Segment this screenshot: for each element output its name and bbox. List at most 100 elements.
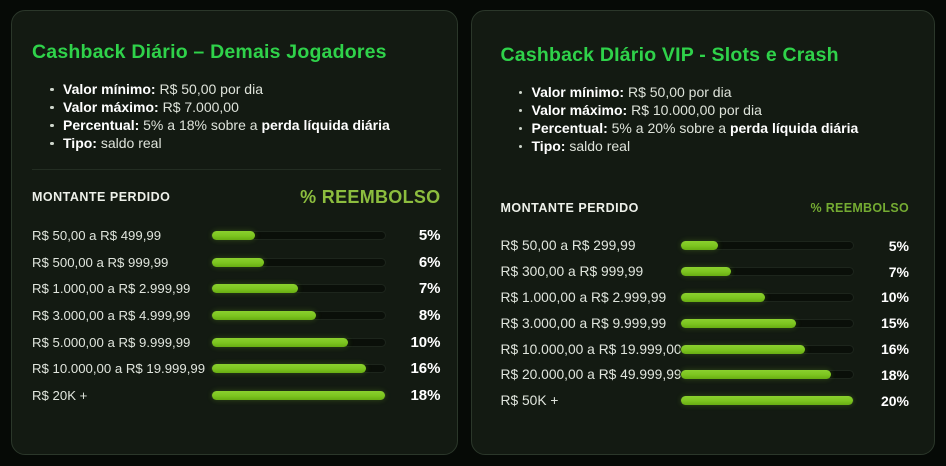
- percent-value: 18%: [880, 366, 909, 383]
- bullet-text: 5% a 20% sobre a: [607, 120, 730, 136]
- reembolso-header: % REEMBOLSO: [810, 201, 909, 215]
- percent-value: 20%: [880, 392, 909, 409]
- percent-value: 16%: [410, 360, 441, 378]
- card-cashback-vip-slots-crash: Cashback DIário VIP - Slots e Crash Valo…: [470, 10, 935, 455]
- percent-value: 16%: [880, 341, 909, 358]
- range-label: R$ 1.000,00 a R$ 2.999,99: [32, 281, 191, 297]
- reembolso-header: % REEMBOLSO: [300, 186, 441, 207]
- table-row: R$ 20K + 18%: [32, 382, 441, 409]
- progress-bar-fill: [680, 318, 797, 328]
- progress-bar-fill: [212, 310, 316, 320]
- montante-perdido-header: MONTANTE PERDIDO: [500, 201, 639, 215]
- bullet-text: saldo real: [565, 138, 631, 154]
- bullet-label: Valor mínimo:: [531, 84, 625, 100]
- table-row: R$ 300,00 a R$ 999,99 7%: [501, 259, 910, 285]
- table-row: R$ 20.000,00 a R$ 49.999,99 18%: [501, 362, 910, 388]
- rules-list: Valor mínimo: R$ 50,00 por dia Valor máx…: [32, 80, 441, 152]
- table-row: R$ 10.000,00 a R$ 19.999,99 16%: [32, 355, 441, 382]
- percent-value: 5%: [888, 237, 909, 254]
- bullet-label: Valor máximo:: [63, 99, 159, 115]
- progress-bar-track: [211, 230, 386, 240]
- range-label: R$ 10.000,00 a R$ 19.999,99: [32, 361, 206, 377]
- progress-bar-track: [679, 292, 854, 302]
- list-item: Valor máximo: R$ 7.000,00: [50, 98, 441, 116]
- progress-bar-fill: [680, 292, 766, 302]
- progress-bar-track: [211, 284, 386, 294]
- list-item: Percentual: 5% a 20% sobre a perda líqui…: [518, 119, 910, 137]
- divider: [32, 169, 441, 170]
- table-row: R$ 1.000,00 a R$ 2.999,99 7%: [32, 275, 441, 302]
- table-row: R$ 1.000,00 a R$ 2.999,99 10%: [501, 285, 910, 311]
- list-item: Percentual: 5% a 18% sobre a perda líqui…: [50, 116, 441, 134]
- progress-bar-fill: [680, 241, 719, 251]
- card-title: Cashback DIário VIP - Slots e Crash: [500, 44, 839, 66]
- percent-value: 18%: [410, 386, 441, 404]
- progress-bar-track: [679, 344, 854, 354]
- card-title: Cashback Diário – Demais Jogadores: [32, 41, 387, 63]
- progress-bar-fill: [212, 364, 366, 374]
- range-label: R$ 3.000,00 a R$ 9.999,99: [500, 315, 667, 331]
- range-label: R$ 10.000,00 a R$ 19.999,00: [500, 341, 682, 357]
- list-item: Tipo: saldo real: [518, 137, 910, 155]
- table-row: R$ 3.000,00 a R$ 4.999,99 8%: [32, 302, 441, 329]
- bullet-label: Percentual:: [531, 120, 608, 136]
- table-row: R$ 50,00 a R$ 499,99 5%: [32, 222, 441, 249]
- bullet-label: Valor mínimo:: [63, 81, 156, 97]
- progress-bar-track: [211, 310, 386, 320]
- bullet-label: Valor máximo:: [531, 102, 628, 118]
- progress-bar-fill: [680, 396, 853, 406]
- progress-bar-fill: [212, 284, 299, 294]
- bullet-emphasis: perda líquida diária: [729, 120, 859, 136]
- range-label: R$ 1.000,00 a R$ 2.999,99: [500, 289, 667, 305]
- range-label: R$ 500,00 a R$ 999,99: [32, 254, 169, 270]
- range-label: R$ 50,00 a R$ 299,99: [500, 238, 636, 254]
- progress-bar-fill: [212, 230, 256, 240]
- percent-value: 8%: [418, 306, 441, 324]
- cashback-table: R$ 50,00 a R$ 299,99 5% R$ 300,00 a R$ 9…: [501, 233, 910, 414]
- percent-value: 6%: [418, 253, 441, 271]
- progress-bar-fill: [212, 390, 385, 400]
- progress-bar-fill: [680, 370, 831, 380]
- percent-value: 5%: [418, 226, 441, 244]
- progress-bar-track: [211, 337, 386, 347]
- percent-value: 7%: [418, 280, 441, 298]
- progress-bar-fill: [680, 344, 805, 354]
- bullet-label: Percentual:: [63, 117, 140, 133]
- list-item: Valor mínimo: R$ 50,00 por dia: [518, 83, 910, 101]
- bullet-label: Tipo:: [63, 135, 97, 151]
- progress-bar-track: [679, 318, 854, 328]
- range-label: R$ 5.000,00 a R$ 9.999,99: [32, 334, 191, 350]
- progress-bar-fill: [212, 257, 264, 267]
- percent-value: 15%: [880, 315, 909, 332]
- range-label: R$ 20K +: [32, 387, 88, 403]
- table-row: R$ 50,00 a R$ 299,99 5%: [501, 233, 910, 259]
- percent-value: 10%: [410, 333, 441, 351]
- table-row: R$ 10.000,00 a R$ 19.999,00 16%: [501, 336, 910, 362]
- table-header: MONTANTE PERDIDO % REEMBOLSO: [501, 196, 910, 220]
- percent-value: 10%: [880, 289, 909, 306]
- progress-bar-track: [679, 241, 854, 251]
- cashback-table: R$ 50,00 a R$ 499,99 5% R$ 500,00 a R$ 9…: [32, 222, 441, 409]
- table-row: R$ 3.000,00 a R$ 9.999,99 15%: [501, 310, 910, 336]
- percent-value: 7%: [888, 263, 909, 280]
- range-label: R$ 300,00 a R$ 999,99: [500, 264, 644, 280]
- card-cashback-demais-jogadores: Cashback Diário – Demais Jogadores Valor…: [11, 10, 458, 455]
- montante-perdido-header: MONTANTE PERDIDO: [32, 190, 171, 204]
- range-label: R$ 3.000,00 a R$ 4.999,99: [32, 307, 191, 323]
- list-item: Valor máximo: R$ 10.000,00 por dia: [518, 101, 910, 119]
- bullet-text: R$ 10.000,00 por dia: [627, 102, 762, 118]
- range-label: R$ 50K +: [500, 393, 559, 409]
- bullet-emphasis: perda líquida diária: [261, 117, 390, 133]
- bullet-text: R$ 7.000,00: [158, 99, 239, 115]
- progress-bar-track: [679, 267, 854, 277]
- progress-bar-track: [211, 257, 386, 267]
- bullet-label: Tipo:: [531, 138, 566, 154]
- bullet-text: R$ 50,00 por dia: [624, 84, 732, 100]
- table-row: R$ 50K + 20%: [501, 388, 910, 414]
- progress-bar-track: [679, 370, 854, 380]
- table-header: MONTANTE PERDIDO % REEMBOLSO: [32, 185, 441, 209]
- list-item: Tipo: saldo real: [50, 134, 441, 152]
- list-item: Valor mínimo: R$ 50,00 por dia: [50, 80, 441, 98]
- progress-bar-track: [679, 396, 854, 406]
